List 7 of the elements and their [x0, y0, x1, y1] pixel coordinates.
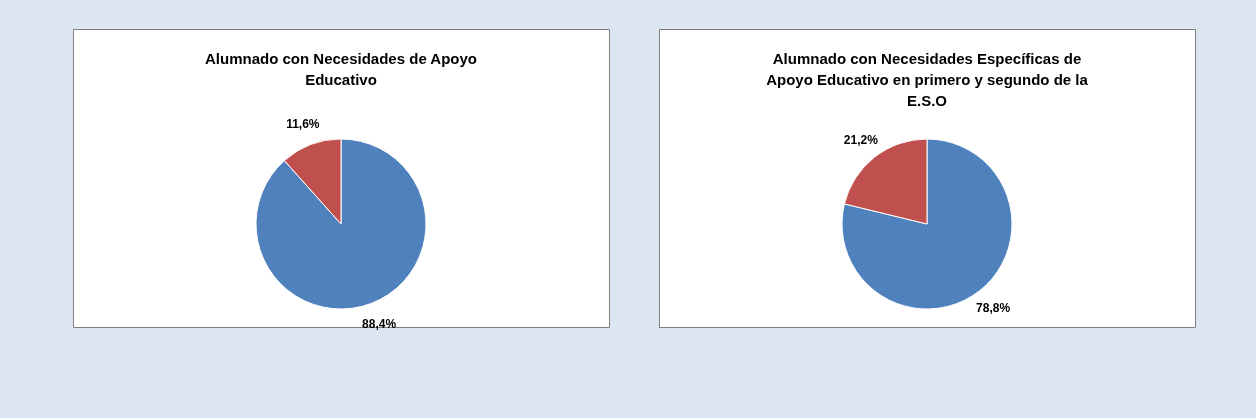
- pie-slice: [255, 138, 427, 310]
- chart-title: Alumnado con Necesidades Específicas de Apoyo Educativo en primero y segundo de la E.S.O: [766, 50, 1089, 109]
- data-label: 11,6%: [286, 117, 320, 132]
- data-label: 21,2%: [843, 132, 879, 147]
- chart-title: Alumnado con Necesidades de Apoyo Educativo: [205, 50, 477, 88]
- data-label: 78,8%: [976, 301, 1011, 316]
- data-label: 88,4%: [362, 316, 397, 331]
